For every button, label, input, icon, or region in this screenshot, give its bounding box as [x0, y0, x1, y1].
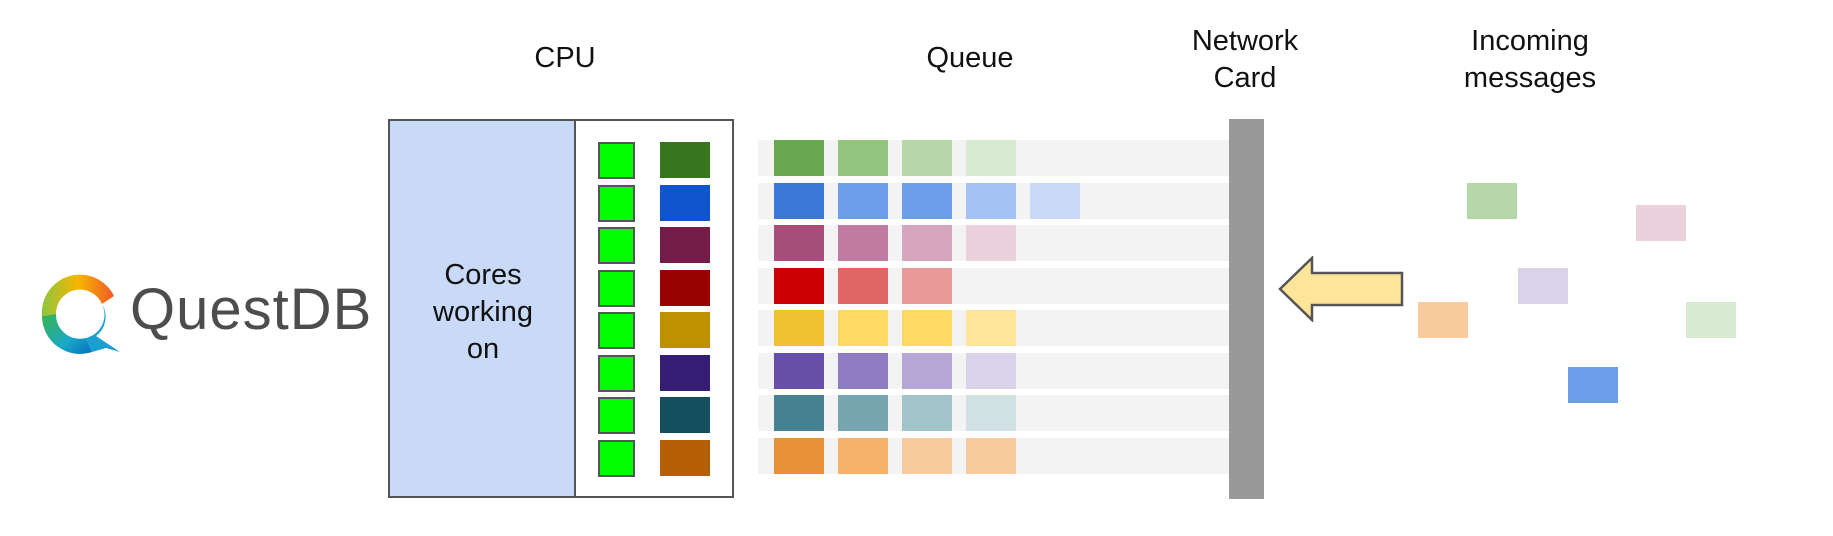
queued-message [966, 352, 1016, 389]
core-status-indicator [598, 439, 635, 477]
queue-title: Queue [926, 42, 1014, 74]
queued-message [774, 225, 824, 261]
queued-message [838, 225, 888, 261]
queued-message [838, 310, 888, 346]
queued-message [774, 182, 824, 219]
incoming-message [1518, 268, 1568, 304]
queued-message [774, 352, 824, 389]
queued-message [838, 182, 888, 219]
queued-message [966, 225, 1016, 261]
core-status-indicator [598, 142, 635, 179]
cores-working-on-label: Cores working on [433, 259, 533, 365]
core-current-job [660, 184, 710, 221]
questdb-wordmark: QuestDB [130, 277, 373, 342]
cores-panel: Cores working on [390, 121, 576, 496]
queued-message [774, 310, 824, 346]
queued-message [902, 437, 952, 474]
queued-message [902, 225, 952, 261]
incoming-message [1418, 302, 1468, 338]
queue-lane [758, 267, 1230, 304]
core-current-job [660, 227, 710, 263]
network-card-title: Network Card [1191, 25, 1299, 94]
queued-message [838, 140, 888, 176]
cpu-box: Cores working on [388, 119, 734, 498]
queued-message [1030, 182, 1080, 219]
queued-message [838, 437, 888, 474]
queued-message [838, 395, 888, 431]
queued-message [966, 310, 1016, 346]
queued-message [902, 140, 952, 176]
queued-message [902, 395, 952, 431]
core-current-job [660, 269, 710, 306]
queued-message [902, 310, 952, 346]
queued-message [902, 182, 952, 219]
core-current-job [660, 312, 710, 348]
queued-message [774, 395, 824, 431]
network-card-bar [1229, 119, 1264, 499]
core-current-job [660, 397, 710, 433]
core-current-job [660, 354, 710, 391]
core-status-indicator [598, 354, 635, 392]
queued-message [774, 437, 824, 474]
questdb-logo-icon [41, 274, 120, 354]
core-status-indicator [598, 227, 635, 264]
incoming-message [1467, 183, 1517, 219]
core-status-indicator [598, 184, 635, 222]
queued-message [966, 140, 1016, 176]
queued-message [966, 182, 1016, 219]
queued-message [966, 437, 1016, 474]
core-current-job [660, 142, 710, 178]
core-current-job [660, 439, 710, 476]
queued-message [774, 140, 824, 176]
core-status-indicator [598, 269, 635, 307]
queued-message [902, 352, 952, 389]
incoming-message [1568, 367, 1618, 403]
incoming-message [1686, 302, 1736, 338]
queued-message [902, 267, 952, 304]
core-status-indicator [598, 312, 635, 349]
left-arrow-icon [1278, 256, 1404, 322]
queued-message [774, 267, 824, 304]
incoming-messages-title: Incoming messages [1463, 25, 1597, 94]
incoming-message [1636, 205, 1686, 241]
queued-message [966, 395, 1016, 431]
queued-message [838, 352, 888, 389]
queued-message [838, 267, 888, 304]
cpu-title: CPU [534, 42, 596, 74]
core-status-indicator [598, 397, 635, 434]
